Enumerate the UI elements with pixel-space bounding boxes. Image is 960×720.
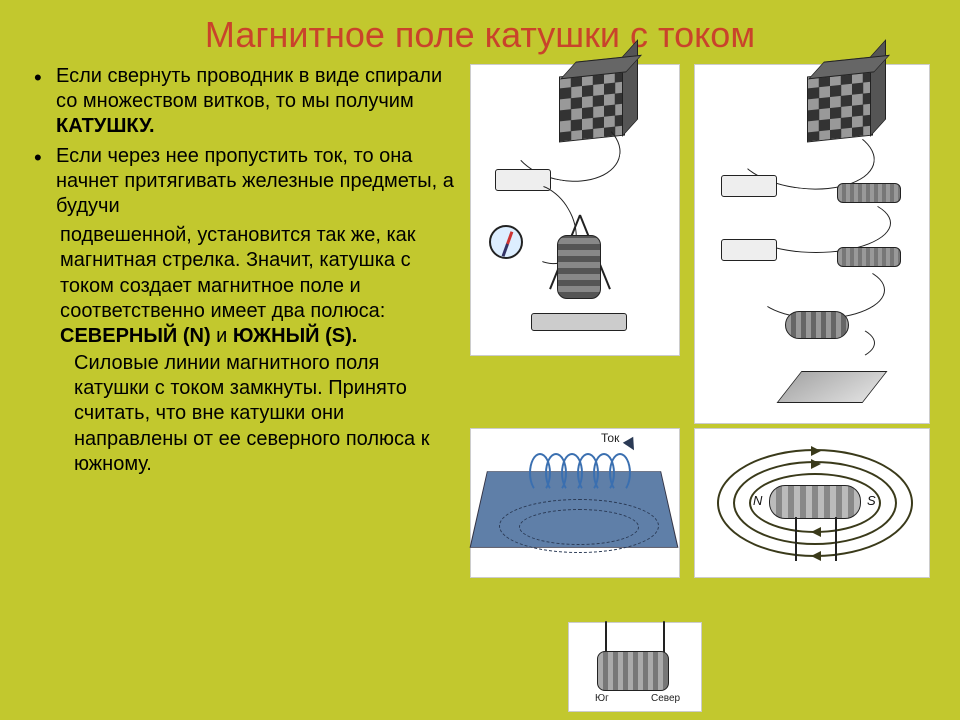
text-column: Если свернуть проводник в виде спирали с… [30, 64, 470, 477]
indent-1: подвешенной, установится так же, как маг… [30, 223, 460, 349]
bullet-1: Если свернуть проводник в виде спирали с… [30, 64, 460, 140]
label-tok: Ток [601, 431, 619, 445]
indent-2: Силовые линии магнитного поля катушки с … [30, 351, 460, 477]
figure-column: Ток N [470, 64, 946, 477]
indent-1a: подвешенной, установится так же, как маг… [60, 224, 416, 322]
bullet-1-prefix: Если свернуть проводник в виде спирали с… [56, 65, 442, 112]
indent-1c: и [211, 325, 233, 347]
em-label-south: Юг [595, 693, 609, 704]
figure-solenoid-field: N S [694, 428, 930, 578]
bullet-2: Если через нее пропустить ток, то она на… [30, 144, 460, 220]
em-label-north: Север [651, 693, 680, 704]
figure-iron-filings [694, 64, 930, 424]
indent-1b: СЕВЕРНЫЙ (N) [60, 325, 211, 347]
page-title: Магнитное поле катушки с током [0, 0, 960, 64]
bullet-1-bold: КАТУШКУ. [56, 115, 155, 137]
figure-compass-coil [470, 64, 680, 356]
content-area: Если свернуть проводник в виде спирали с… [0, 64, 960, 477]
figure-electromagnet: Юг Север [568, 622, 702, 712]
pole-s: S [867, 493, 876, 508]
figure-board-field: Ток [470, 428, 680, 578]
indent-1d: ЮЖНЫЙ (S). [233, 325, 357, 347]
pole-n: N [753, 493, 762, 508]
bullet-2-prefix: Если через нее пропустить ток, то она на… [56, 145, 454, 217]
